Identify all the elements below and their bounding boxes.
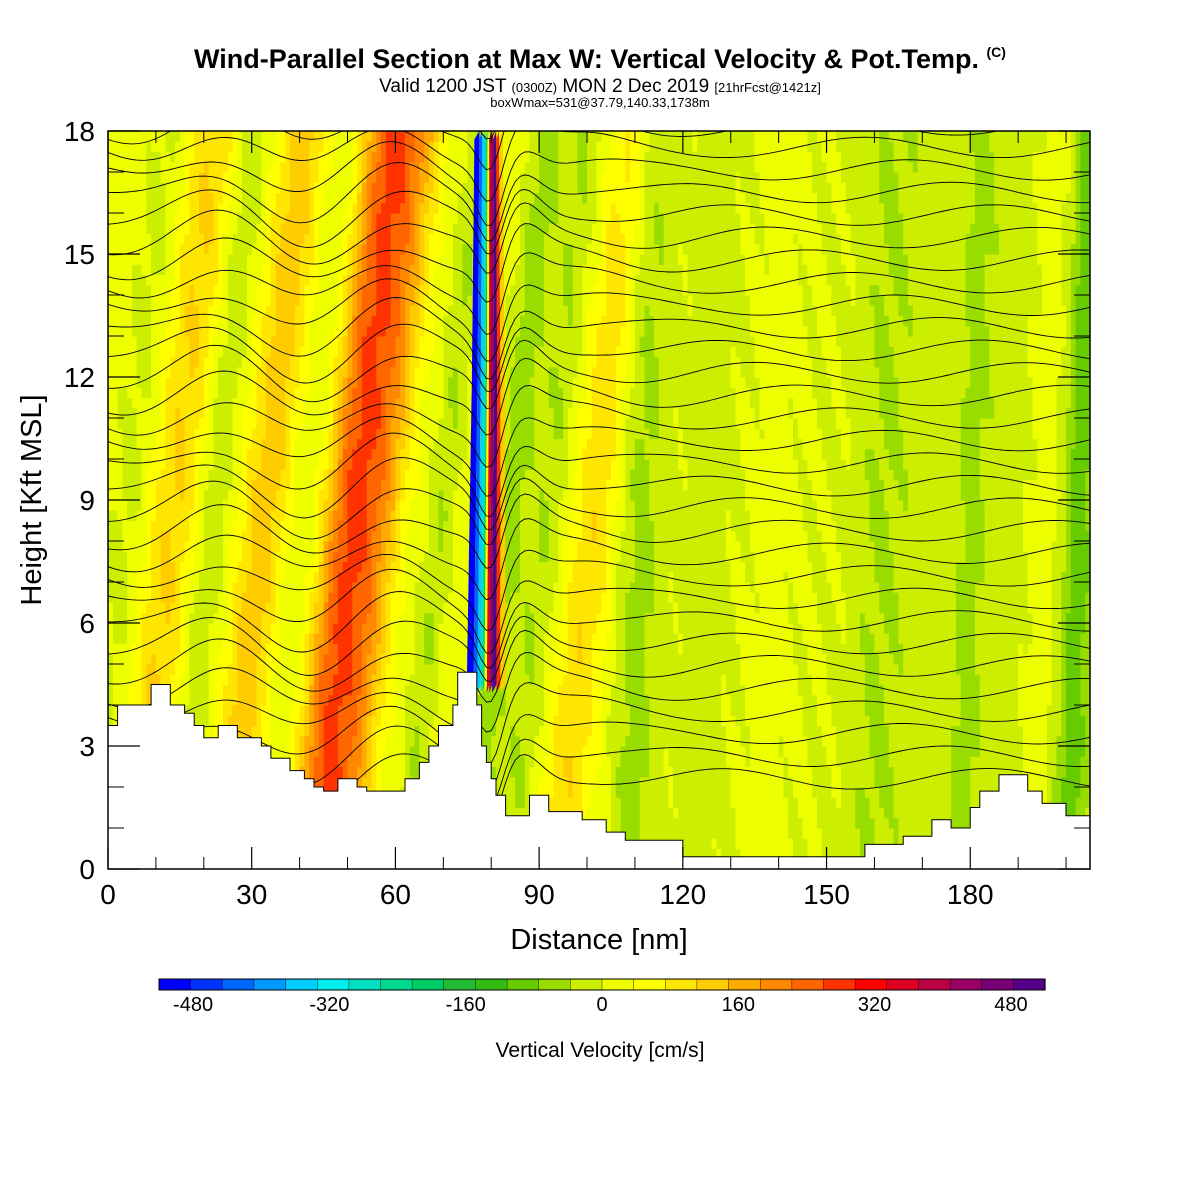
potential-temperature-contours [108, 131, 1090, 820]
colorbar-swatch [918, 978, 951, 991]
valid-utc: (0300Z) [511, 80, 558, 95]
x-tick-label: 30 [236, 879, 267, 910]
valid-date: MON 2 Dec 2019 [562, 76, 710, 97]
colorbar-swatch [190, 978, 223, 991]
colorbar-label: Vertical Velocity [cm/s] [496, 1039, 705, 1062]
colorbar-swatch [506, 978, 540, 991]
y-tick-label: 0 [79, 854, 95, 885]
forecast-info: [21hrFcst@1421z] [714, 80, 821, 95]
colorbar-swatch [791, 978, 825, 991]
colorbar-swatch [854, 978, 888, 991]
colorbar-swatch [696, 978, 730, 991]
colorbar-swatch [158, 978, 192, 991]
colorbar-tick-label: 0 [596, 994, 607, 1016]
colorbar-swatch [317, 978, 350, 991]
x-tick-label: 180 [947, 879, 994, 910]
x-axis-ticks: 0 30 60 90 120 150 180 [100, 131, 1067, 910]
colorbar-swatch [380, 978, 413, 991]
y-tick-label: 15 [64, 239, 95, 270]
colorbar-swatch [1013, 978, 1046, 991]
x-axis-label: Distance [nm] [510, 924, 687, 956]
y-tick-label: 9 [79, 485, 95, 516]
colorbar-tick-label: -160 [446, 994, 486, 1016]
colorbar-swatch [823, 978, 856, 991]
colorbar-tick-label: -320 [309, 994, 349, 1016]
colorbar-swatch [601, 978, 635, 991]
y-tick-label: 6 [79, 608, 95, 639]
colorbar-tick-label: -480 [173, 994, 213, 1016]
colorbar-swatch [253, 978, 287, 991]
colorbar-tick-label: 480 [994, 994, 1027, 1016]
x-tick-label: 60 [380, 879, 411, 910]
colorbar-swatch [728, 978, 761, 991]
colorbar-swatch [886, 978, 919, 991]
colorbar-swatch [348, 978, 382, 991]
x-tick-label: 120 [659, 879, 706, 910]
colorbar-swatch [949, 978, 983, 991]
x-tick-label: 0 [100, 879, 116, 910]
colorbar-swatch [222, 978, 255, 991]
colorbar-swatch [443, 978, 476, 991]
colorbar-tick-label: 320 [858, 994, 891, 1016]
chart-title: Wind-Parallel Section at Max W: Vertical… [0, 44, 1200, 75]
colorbar-swatch [285, 978, 318, 991]
y-tick-label: 18 [64, 116, 95, 147]
colorbar-swatch [633, 978, 666, 991]
terrain-mask [107, 671, 1091, 870]
y-axis-ticks: 0 3 6 9 12 15 18 [64, 116, 1090, 885]
y-axis-label: Height [Kft MSL] [16, 394, 48, 605]
colorbar-swatch [570, 978, 603, 991]
colorbar: -480 -320 -160 0 160 320 480 [158, 978, 1046, 1016]
y-tick-label: 3 [79, 731, 95, 762]
colorbar-swatch [665, 978, 698, 991]
y-tick-label: 12 [64, 362, 95, 393]
colorbar-swatch [475, 978, 508, 991]
x-tick-label: 150 [803, 879, 850, 910]
box-wmax-label: boxWmax=531@37.79,140.33,1738m [490, 95, 710, 110]
colorbar-tick-label: 160 [722, 994, 755, 1016]
colorbar-swatch [538, 978, 571, 991]
chart-title-text: Wind-Parallel Section at Max W: Vertical… [194, 44, 979, 74]
valid-prefix: Valid 1200 JST [379, 76, 507, 97]
colorbar-swatch [981, 978, 1014, 991]
colorbar-swatch [760, 978, 793, 991]
copyright-mark: (C) [986, 44, 1006, 60]
x-tick-label: 90 [524, 879, 555, 910]
chart-subtitle: Valid 1200 JST (0300Z) MON 2 Dec 2019 [2… [0, 76, 1200, 98]
colorbar-swatch [411, 978, 445, 991]
